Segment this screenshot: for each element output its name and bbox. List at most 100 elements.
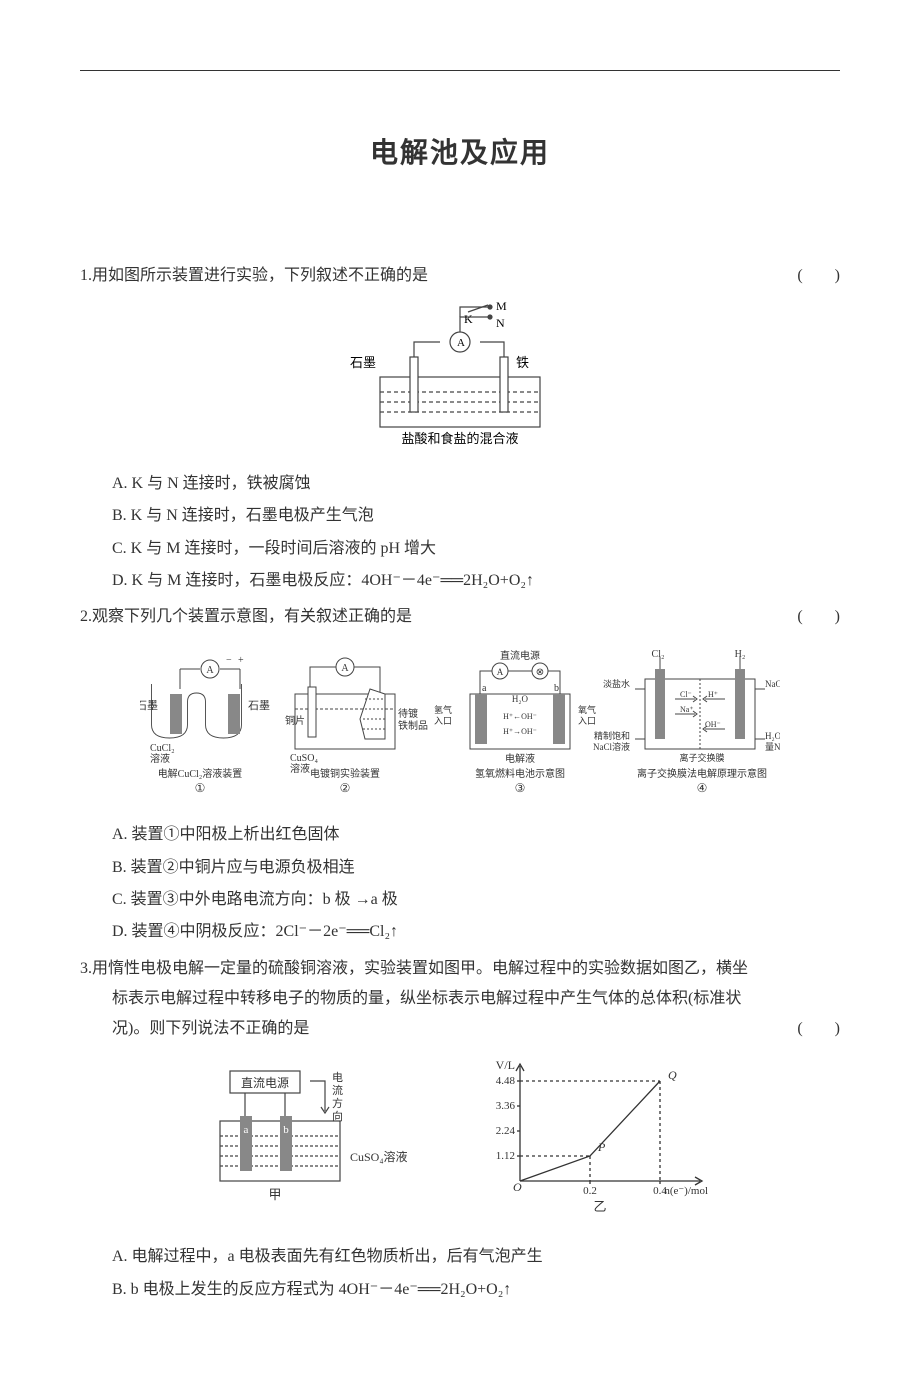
q2-d4-cap: 离子交换膜法电解原理示意图 [637,767,767,780]
q2-d4-rin2: 量NaOH) [765,742,780,752]
q2-d1-tag: ① [195,781,206,795]
q2-options: A. 装置①中阳极上析出红色固体 B. 装置②中铜片应与电源负极相连 C. 装置… [80,820,840,948]
q1-N: N [496,316,505,330]
q1-opt-A: A. K 与 N 连接时，铁被腐蚀 [112,469,840,499]
q2-d1-right: 石墨 [248,699,270,712]
q2-d2-right2: 铁制品 [398,719,428,732]
q1-caption: 盐酸和食盐的混合液 [401,431,518,446]
q1-opt-B: B. K 与 N 连接时，石墨电极产生气泡 [112,501,840,531]
q2-d3-lin2: 入口 [434,716,452,726]
q3-stem-row: 况)。则下列说法不正确的是 ( ) [80,1014,840,1044]
q3-figure: 直流电源 a b 电 流 方 向 [80,1051,840,1232]
q2-d1-plus: + [238,655,244,666]
q2-d3-top: 直流电源 [500,649,540,662]
q2-d1-sol: CuCl₂ [150,743,175,754]
q2-d3-bulb: ⊗ [536,667,544,678]
q1-M: M [496,299,507,313]
q2-d1-left: 石墨 [140,699,158,712]
q2-d4-h2: H₂ [735,649,746,660]
q1-svg: A M K N 石墨 铁 盐酸和食盐的混合液 [340,297,580,447]
q2-stem-row: 2.观察下列几个装置示意图，有关叙述正确的是 ( ) [80,602,840,632]
q3-stem3: 况)。则下列说法不正确的是 [112,1014,777,1044]
q2-d4-mem: 离子交换膜 [679,752,724,763]
q2-d3-ions1: H⁺←OH⁻ [503,712,537,721]
q2-d1-sol2: 溶液 [150,752,170,765]
q2-d3-ions2: H⁺→OH⁻ [503,727,537,736]
q2-opt-B: B. 装置②中铜片应与电源负极相连 [112,853,840,883]
q1-ammeter: A [457,337,465,349]
q2-d4-oh: OH⁻ [705,720,721,729]
q2-d3-mid: H₂O [512,694,529,704]
q3-cap-right: 乙 [593,1199,606,1214]
q3-src: 直流电源 [241,1076,289,1090]
q2-d4-h: H⁺ [708,690,718,699]
q1-figure: A M K N 石墨 铁 盐酸和食盐的混合液 [80,297,840,458]
q3-x1: 0.2 [583,1185,597,1197]
q3-y1: 1.12 [496,1150,515,1162]
q2-d4-na: Na⁺ [680,705,694,714]
q2-d4-cl2: Cl₂ [652,649,665,660]
q3-xlabel: n(e⁻)/mol [664,1185,708,1197]
q1-options: A. K 与 N 连接时，铁被腐蚀 B. K 与 N 连接时，石墨电极产生气泡 … [80,469,840,597]
q2-d2-sol2: 溶液 [290,762,310,775]
q3-opt-A: A. 电解过程中，a 电极表面先有红色物质析出，后有气泡产生 [112,1242,840,1272]
q2-d4-lin: 精制饱和 [594,730,630,741]
q2-d3-rin: 氧气 [578,704,596,715]
q2-d1-cap: 电解CuCl₂溶液装置 [158,767,243,780]
q2-opt-D: D. 装置④中阴极反应：2Cl⁻－2e⁻══Cl₂↑ [112,917,840,947]
q3-arr4: 向 [332,1109,343,1123]
q3-options: A. 电解过程中，a 电极表面先有红色物质析出，后有气泡产生 B. b 电极上发… [80,1242,840,1305]
q3-num: 3. [80,960,92,977]
q1-num: 1. [80,267,92,284]
q2-d2-tag: ② [340,781,351,795]
q3-stem2: 标表示电解过程中转移电子的物质的量，纵坐标表示电解过程中产生气体的总体积(标准状 [80,984,840,1014]
q3-y4: 4.48 [496,1075,516,1087]
q2-opt-A: A. 装置①中阳极上析出红色固体 [112,820,840,850]
q3-arr2: 流 [332,1083,343,1097]
q3-y3: 3.36 [496,1100,516,1112]
q2-d1-A: A [206,665,214,676]
question-1: 1.用如图所示装置进行实验，下列叙述不正确的是 ( ) [80,261,840,596]
q1-stem: 1.用如图所示装置进行实验，下列叙述不正确的是 [80,261,777,291]
q3-P: P [597,1140,606,1154]
q3-stem1: 3.用惰性电极电解一定量的硫酸铜溶液，实验装置如图甲。电解过程中的实验数据如图乙… [80,954,840,984]
q1-left-label: 石墨 [350,355,376,370]
top-rule [80,70,840,71]
q3-Q: Q [668,1068,677,1082]
q3-b: b [283,1124,289,1136]
q1-opt-C: C. K 与 M 连接时，一段时间后溶液的 pH 增大 [112,534,840,564]
q2-d3-tag: ③ [515,781,526,795]
q1-right-label: 铁 [516,355,529,370]
q2-d2-right: 待镀 [398,707,418,720]
q1-paren: ( ) [777,261,840,291]
q3-ylabel: V/L [496,1058,515,1072]
q2-svg: A − + 石墨 石墨 CuCl₂ 溶液 电解CuCl₂溶液装置 ① [140,639,780,799]
q2-stem: 2.观察下列几个装置示意图，有关叙述正确的是 [80,602,777,632]
q3-arr3: 方 [332,1096,343,1110]
q2-d2-left: 铜片 [285,714,305,727]
page: 电解池及应用 1.用如图所示装置进行实验，下列叙述不正确的是 ( ) [0,0,920,1391]
q3-svg: 直流电源 a b 电 流 方 向 [180,1051,740,1221]
q3-arr1: 电 [332,1071,343,1084]
q2-figure: A − + 石墨 石墨 CuCl₂ 溶液 电解CuCl₂溶液装置 ① [80,639,840,810]
q2-d3-cap: 氢氧燃料电池示意图 [475,767,565,780]
q3-y2: 2.24 [496,1125,516,1137]
q3-opt-B: B. b 电极上发生的反应方程式为 4OH⁻－4e⁻══2H₂O+O₂↑ [112,1275,840,1305]
q2-num: 2. [80,608,92,625]
q2-d2-A: A [341,663,349,674]
q2-d2-sol: CuSO₄ [290,753,318,764]
q2-paren: ( ) [777,602,840,632]
q1-opt-D: D. K 与 M 连接时，石墨电极反应：4OH⁻－4e⁻══2H₂O+O₂↑ [112,566,840,596]
q3-cap-left: 甲 [268,1187,281,1202]
q2-d1-minus: − [226,655,232,666]
q3-stem1-text: 用惰性电极电解一定量的硫酸铜溶液，实验装置如图甲。电解过程中的实验数据如图乙，横… [92,960,748,977]
q3-sol: CuSO₄溶液 [350,1149,408,1164]
q2-d3-bot: 电解液 [505,752,535,765]
q2-d3-a: a [482,683,487,694]
q2-d3-A: A [497,667,504,677]
q2-d4-tag: ④ [697,781,708,795]
q2-d3-b: b [554,683,559,694]
q3-a: a [244,1124,249,1136]
q1-K: K [464,312,473,326]
q2-d4-ls: 淡盐水 [603,678,630,689]
